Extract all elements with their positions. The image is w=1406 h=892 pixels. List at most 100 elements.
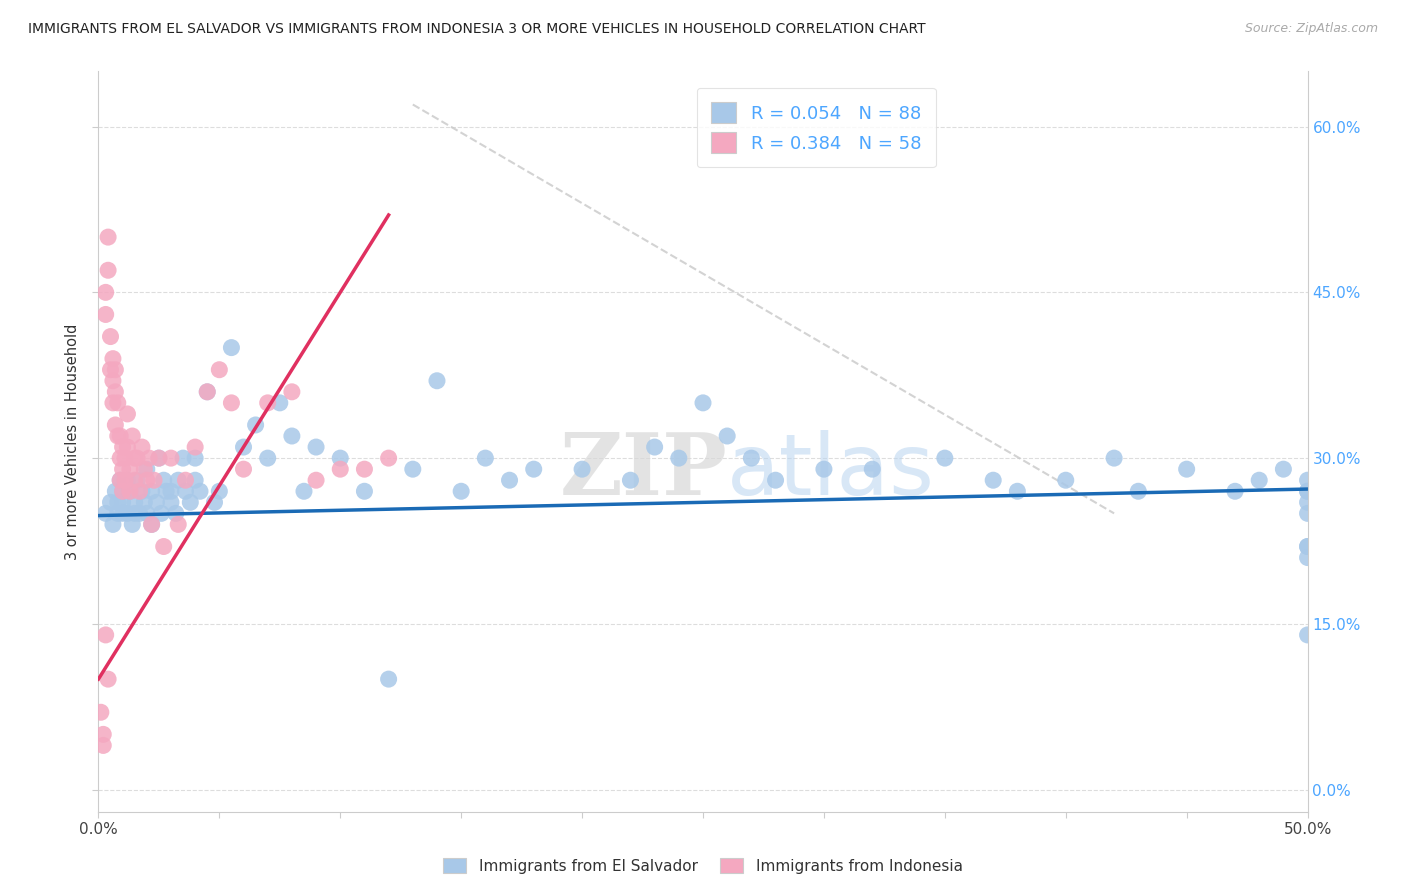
Point: [1296, 495, 1319, 509]
Point: [124, 495, 146, 509]
Point: [117, 440, 139, 454]
Point: [174, 473, 197, 487]
Point: [1249, 473, 1271, 487]
Point: [281, 384, 304, 399]
Point: [111, 484, 134, 499]
Point: [118, 462, 141, 476]
Point: [128, 507, 150, 521]
Point: [141, 517, 163, 532]
Point: [232, 462, 254, 476]
Point: [426, 374, 449, 388]
Point: [188, 484, 211, 499]
Point: [101, 396, 124, 410]
Point: [184, 473, 207, 487]
Point: [107, 507, 129, 521]
Point: [100, 329, 122, 343]
Point: [114, 473, 136, 487]
Point: [498, 473, 520, 487]
Point: [111, 484, 134, 499]
Point: [91, 727, 114, 741]
Point: [141, 484, 163, 499]
Point: [108, 451, 131, 466]
Point: [208, 362, 231, 376]
Point: [1128, 484, 1150, 499]
Text: atlas: atlas: [727, 430, 935, 513]
Point: [134, 462, 156, 476]
Point: [94, 507, 117, 521]
Point: [117, 507, 139, 521]
Point: [124, 473, 146, 487]
Point: [245, 417, 267, 432]
Point: [269, 396, 291, 410]
Point: [195, 384, 218, 399]
Point: [94, 285, 117, 300]
Point: [117, 407, 139, 421]
Point: [111, 495, 134, 509]
Point: [100, 362, 122, 376]
Text: IMMIGRANTS FROM EL SALVADOR VS IMMIGRANTS FROM INDONESIA 3 OR MORE VEHICLES IN H: IMMIGRANTS FROM EL SALVADOR VS IMMIGRANT…: [28, 22, 925, 37]
Point: [1296, 628, 1319, 642]
Point: [474, 451, 496, 466]
Point: [716, 429, 738, 443]
Point: [174, 484, 197, 499]
Point: [108, 473, 131, 487]
Point: [353, 462, 375, 476]
Point: [143, 473, 166, 487]
Point: [165, 507, 187, 521]
Point: [104, 417, 127, 432]
Point: [329, 451, 352, 466]
Point: [111, 507, 134, 521]
Point: [101, 374, 124, 388]
Point: [195, 384, 218, 399]
Text: ZIP: ZIP: [560, 429, 727, 513]
Point: [111, 462, 134, 476]
Point: [131, 440, 153, 454]
Point: [107, 495, 129, 509]
Point: [981, 473, 1004, 487]
Point: [221, 396, 243, 410]
Point: [571, 462, 593, 476]
Point: [155, 484, 177, 499]
Point: [94, 308, 117, 322]
Point: [1296, 550, 1319, 565]
Point: [104, 384, 127, 399]
Point: [107, 429, 129, 443]
Point: [160, 484, 183, 499]
Point: [305, 440, 328, 454]
Point: [204, 495, 226, 509]
Point: [692, 396, 714, 410]
Point: [107, 396, 129, 410]
Point: [141, 517, 163, 532]
Point: [256, 451, 278, 466]
Point: [101, 517, 124, 532]
Point: [281, 429, 304, 443]
Point: [402, 462, 425, 476]
Point: [108, 473, 131, 487]
Point: [118, 484, 141, 499]
Point: [101, 351, 124, 366]
Point: [860, 462, 883, 476]
Point: [644, 440, 666, 454]
Point: [152, 540, 174, 554]
Point: [135, 507, 157, 521]
Point: [329, 462, 352, 476]
Point: [114, 451, 136, 466]
Point: [377, 672, 399, 686]
Point: [128, 484, 150, 499]
Point: [91, 739, 114, 753]
Point: [152, 473, 174, 487]
Point: [377, 451, 399, 466]
Point: [208, 484, 231, 499]
Point: [232, 440, 254, 454]
Point: [1296, 540, 1319, 554]
Point: [619, 473, 641, 487]
Point: [450, 484, 472, 499]
Text: Source: ZipAtlas.com: Source: ZipAtlas.com: [1244, 22, 1378, 36]
Point: [184, 451, 207, 466]
Point: [131, 484, 153, 499]
Point: [160, 451, 183, 466]
Point: [121, 517, 143, 532]
Point: [148, 451, 170, 466]
Point: [934, 451, 956, 466]
Point: [221, 341, 243, 355]
